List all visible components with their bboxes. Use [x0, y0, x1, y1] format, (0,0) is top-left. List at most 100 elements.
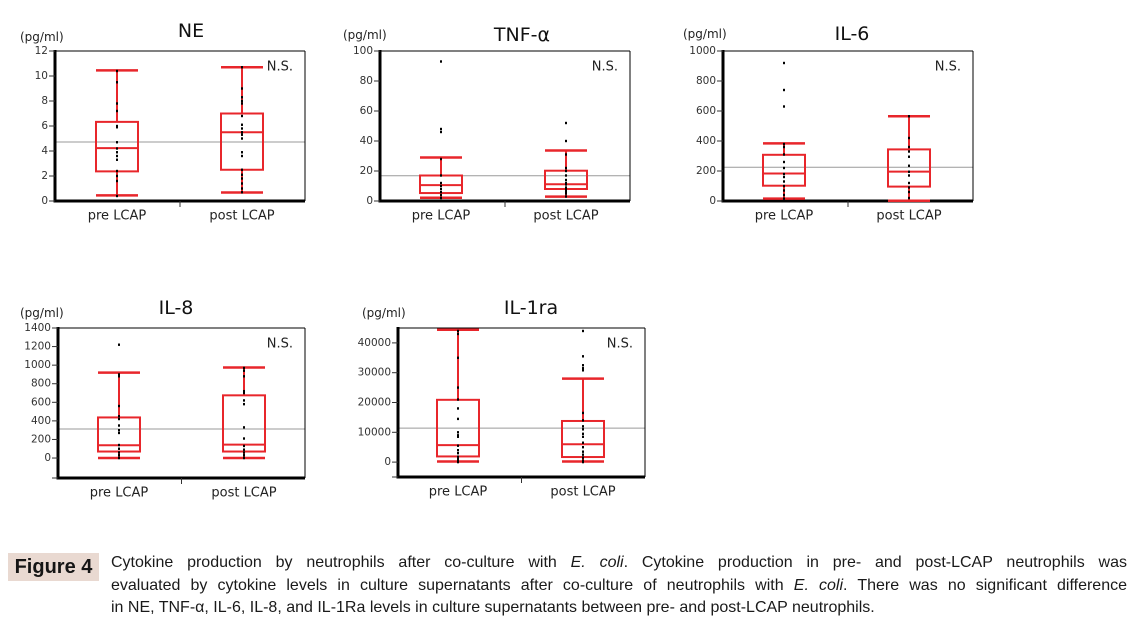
- data-point: [116, 126, 118, 129]
- box-post-lcap: [887, 115, 931, 202]
- data-point: [783, 145, 785, 149]
- data-point: [118, 373, 120, 376]
- data-point: [457, 448, 459, 452]
- data-point: [565, 187, 567, 191]
- data-point: [118, 456, 120, 460]
- x-category-label: post LCAP: [876, 209, 941, 224]
- data-point: [582, 441, 584, 444]
- y-tick-label: 80: [360, 75, 373, 87]
- chart-title: IL-1ra: [504, 297, 558, 319]
- data-point: [116, 147, 118, 150]
- data-point: [457, 386, 459, 389]
- interquartile-box: [95, 120, 139, 173]
- data-point: [118, 431, 120, 435]
- data-point: [908, 115, 910, 118]
- data-point: [116, 174, 118, 178]
- data-point: [457, 434, 459, 437]
- data-point: [457, 435, 459, 438]
- y-tick-label: 6: [41, 120, 48, 132]
- data-point: [118, 415, 120, 418]
- x-category-label: post LCAP: [211, 486, 276, 501]
- data-point: [565, 189, 567, 192]
- x-category-label: pre LCAP: [412, 209, 471, 224]
- data-point: [457, 332, 459, 336]
- figure-caption-area: Figure 4 Cytokine production by neutroph…: [0, 552, 1133, 622]
- caption-species-italic: E. coli: [793, 576, 844, 594]
- data-point: [241, 191, 243, 194]
- data-point: [783, 153, 785, 156]
- data-point: [582, 428, 584, 431]
- data-point: [440, 190, 442, 194]
- data-point: [908, 145, 910, 149]
- data-point: [783, 61, 785, 65]
- chart-title: IL-6: [835, 23, 870, 45]
- box-post-lcap: [561, 329, 605, 464]
- data-point: [241, 66, 243, 69]
- y-tick-label: 1000: [24, 359, 51, 371]
- y-tick-label: 200: [31, 433, 51, 445]
- data-point: [116, 69, 118, 73]
- box-post-lcap: [220, 66, 264, 194]
- data-point: [582, 432, 584, 435]
- x-category-label: post LCAP: [209, 209, 274, 224]
- data-point: [440, 184, 442, 188]
- data-point: [118, 343, 120, 346]
- data-point: [243, 437, 245, 440]
- data-point: [243, 391, 245, 395]
- x-category-label: pre LCAP: [429, 485, 488, 500]
- box-post-lcap: [544, 121, 588, 198]
- y-tick-label: 800: [696, 75, 716, 87]
- data-point: [457, 455, 459, 458]
- y-tick-label: 0: [709, 195, 716, 207]
- data-point: [783, 184, 785, 188]
- data-point: [243, 454, 245, 457]
- data-point: [582, 450, 584, 453]
- data-point: [118, 424, 120, 427]
- caption-species-italic: E. coli: [570, 554, 624, 571]
- data-point: [908, 186, 910, 189]
- x-category-label: pre LCAP: [88, 209, 147, 224]
- data-point: [783, 175, 785, 179]
- chart-title: TNF-α: [493, 24, 550, 46]
- data-point: [582, 419, 584, 422]
- chart-tnf-alpha: TNF-α (pg/ml) 0 20 40 60 80 100 pre LCAP post LCA…: [343, 24, 631, 224]
- data-point: [908, 174, 910, 177]
- data-point: [457, 460, 459, 464]
- data-point: [241, 123, 243, 126]
- caption-text: . Cytokine production in pre- and post-L…: [623, 554, 1127, 571]
- data-point: [783, 142, 785, 146]
- data-point: [241, 182, 243, 185]
- data-point: [565, 178, 567, 182]
- data-point: [582, 411, 584, 415]
- chart-ne: NE (pg/ml) 0 2 4 6 8 10 12 pre LCAP post LCAP N.S.: [20, 20, 306, 224]
- data-point: [565, 195, 567, 198]
- data-point: [241, 96, 243, 99]
- data-point: [116, 151, 118, 154]
- data-point: [116, 109, 118, 113]
- data-point: [241, 131, 243, 134]
- box-post-lcap: [222, 366, 266, 460]
- data-point: [116, 154, 118, 158]
- data-point: [783, 160, 785, 164]
- data-point: [908, 155, 910, 158]
- data-point: [565, 169, 567, 173]
- data-point: [457, 444, 459, 447]
- data-point: [116, 179, 118, 183]
- significance-annotation: N.S.: [267, 337, 293, 352]
- caption-line-2: evaluated by cytokine levels in culture …: [111, 575, 1127, 598]
- y-tick-label: 30000: [358, 367, 391, 379]
- y-tick-label: 600: [696, 105, 716, 117]
- y-tick-label: 0: [44, 452, 51, 464]
- y-tick-label: 20: [360, 165, 373, 177]
- data-point: [241, 177, 243, 180]
- data-point: [565, 166, 567, 170]
- chart-title: IL-8: [159, 297, 194, 319]
- data-point: [582, 459, 584, 462]
- data-point: [783, 193, 785, 197]
- data-point: [440, 181, 442, 185]
- data-point: [565, 183, 567, 186]
- y-tick-label: 40000: [358, 337, 391, 349]
- chart-title: NE: [178, 20, 204, 42]
